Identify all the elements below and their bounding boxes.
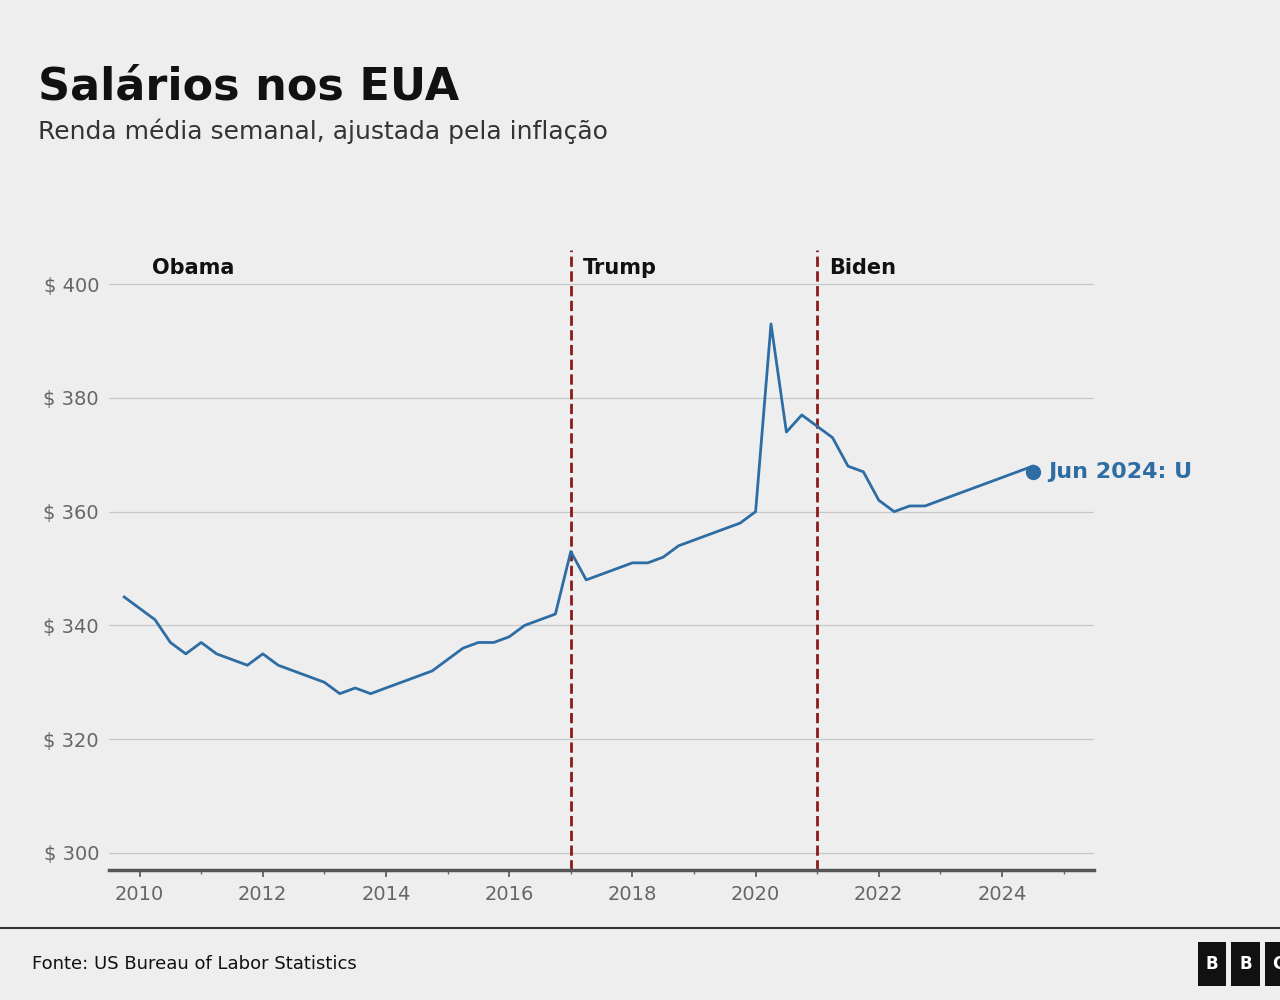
- FancyBboxPatch shape: [1198, 942, 1226, 986]
- Text: Trump: Trump: [584, 258, 657, 278]
- Text: Salários nos EUA: Salários nos EUA: [38, 65, 460, 108]
- Text: Fonte: US Bureau of Labor Statistics: Fonte: US Bureau of Labor Statistics: [32, 955, 357, 973]
- Text: Obama: Obama: [152, 258, 234, 278]
- FancyBboxPatch shape: [1265, 942, 1280, 986]
- Text: Renda média semanal, ajustada pela inflação: Renda média semanal, ajustada pela infla…: [38, 118, 608, 143]
- Text: C: C: [1272, 955, 1280, 973]
- Text: Jun 2024: U: Jun 2024: U: [1048, 462, 1193, 482]
- Text: B: B: [1239, 955, 1252, 973]
- FancyBboxPatch shape: [1231, 942, 1260, 986]
- Text: B: B: [1206, 955, 1219, 973]
- Text: Biden: Biden: [829, 258, 896, 278]
